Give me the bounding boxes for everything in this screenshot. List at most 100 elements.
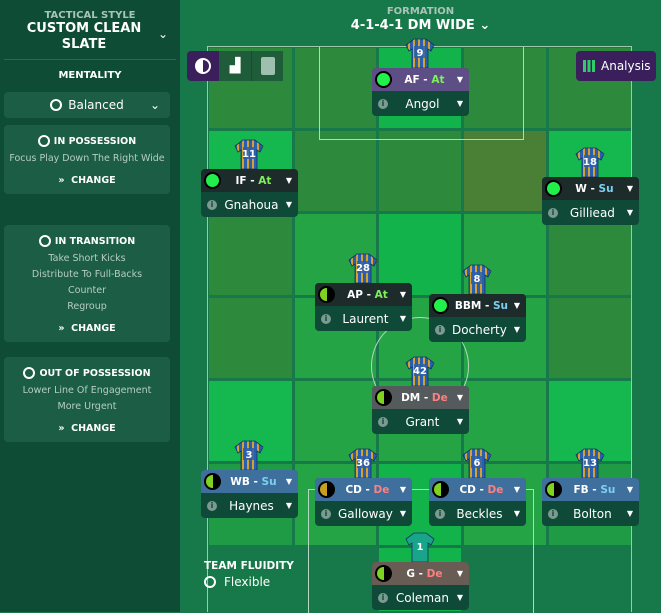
condition-indicator [375, 389, 392, 406]
pitch-zone [295, 381, 376, 461]
caret-down-icon: ▼ [456, 393, 463, 402]
role-duty: CD - De [345, 483, 390, 496]
change-button[interactable]: » CHANGE [4, 175, 170, 186]
tactical-style-selector[interactable]: CUSTOM CLEAN SLATE ⌄ [0, 21, 180, 53]
caret-down-icon: ▼ [285, 200, 292, 209]
info-icon[interactable]: i [548, 508, 558, 519]
contrast-button[interactable] [187, 51, 219, 81]
pitch-zone [295, 48, 376, 128]
player-shirt[interactable]: 13 [575, 448, 605, 479]
role: W [575, 182, 587, 195]
player-selector[interactable]: i Galloway ▼ [315, 501, 412, 526]
chevron-down-icon: ⌄ [479, 18, 491, 33]
player-shirt[interactable]: 11 [234, 139, 264, 170]
bar-chart-icon: ▟ [229, 58, 241, 74]
info-icon[interactable]: i [435, 508, 445, 519]
role-selector[interactable]: W - Su ▼ [542, 177, 639, 200]
role-selector[interactable]: BBM - Su ▼ [429, 294, 526, 317]
instruction-text: Take Short Kicks [48, 253, 126, 264]
info-icon[interactable]: i [378, 592, 388, 603]
player-selector[interactable]: i Bolton ▼ [542, 501, 639, 526]
mentality-value: Balanced [68, 98, 124, 112]
team-fluidity-value: Flexible [224, 575, 271, 589]
player-selector[interactable]: i Gnahoua ▼ [201, 192, 298, 217]
card-title: OUT OF POSSESSION [4, 367, 170, 379]
instruction-text: Lower Line Of Engagement [22, 385, 152, 396]
player-shirt[interactable]: 8 [462, 264, 492, 295]
role: BBM [454, 299, 482, 312]
shirt-number: 11 [242, 149, 256, 160]
role-selector[interactable]: AF - At ▼ [372, 68, 469, 91]
tactics-sidebar: TACTICAL STYLE CUSTOM CLEAN SLATE ⌄ MENT… [0, 0, 180, 612]
shirt-number: 18 [583, 157, 597, 168]
player-shirt[interactable]: 6 [462, 448, 492, 479]
role-selector[interactable]: WB - Su ▼ [201, 470, 298, 493]
duty: Su [598, 182, 614, 195]
player-selector[interactable]: i Grant ▼ [372, 409, 469, 434]
shirt-icon: 11 [234, 139, 264, 170]
card-description: Take Short Kicks Distribute To Full-Backs… [4, 251, 170, 315]
player-shirt[interactable]: 9 [405, 38, 435, 69]
change-label: CHANGE [71, 323, 116, 334]
formation-selector[interactable]: 4-1-4-1 DM WIDE ⌄ [180, 18, 661, 33]
info-icon[interactable]: i [207, 199, 217, 210]
player-selector[interactable]: i Gilliead ▼ [542, 200, 639, 225]
role-selector[interactable]: FB - Su ▼ [542, 478, 639, 501]
role-selector[interactable]: G - De ▼ [372, 562, 469, 585]
caret-down-icon: ▼ [626, 509, 633, 518]
formation-label: FORMATION [386, 6, 455, 17]
player-name: Bolton [573, 506, 612, 521]
role: FB [573, 483, 589, 496]
player-name: Angol [405, 96, 440, 111]
info-icon[interactable]: i [378, 416, 388, 427]
shirt-icon: 8 [462, 264, 492, 295]
info-icon[interactable]: i [435, 324, 445, 335]
info-icon[interactable]: i [207, 500, 217, 511]
change-button[interactable]: » CHANGE [4, 423, 170, 434]
role-selector[interactable]: IF - At ▼ [201, 169, 298, 192]
shirt-number: 13 [583, 458, 597, 469]
caret-down-icon: ▼ [399, 509, 406, 518]
info-icon[interactable]: i [548, 207, 558, 218]
player-shirt[interactable]: 28 [348, 253, 378, 284]
contrast-icon [195, 58, 211, 74]
change-button[interactable]: » CHANGE [4, 323, 170, 334]
shirt-number: 8 [474, 274, 481, 285]
pitch-zone [549, 214, 631, 295]
shirt-number: 3 [246, 450, 253, 461]
player-shirt[interactable]: 42 [405, 356, 435, 387]
formation-header: FORMATION 4-1-4-1 DM WIDE ⌄ [180, 6, 661, 33]
mentality-dropdown[interactable]: Balanced ⌄ [4, 92, 170, 118]
player-selector[interactable]: i Haynes ▼ [201, 493, 298, 518]
pitch-zone [379, 131, 461, 211]
player-shirt[interactable]: 18 [575, 147, 605, 178]
role-selector[interactable]: CD - De ▼ [315, 478, 412, 501]
info-icon[interactable]: i [378, 98, 388, 109]
stats-button[interactable]: ▟ [219, 51, 251, 81]
player-selector[interactable]: i Laurent ▼ [315, 306, 412, 331]
shirt-number: 1 [417, 542, 424, 553]
team-fluidity-label: TEAM FLUIDITY [204, 560, 294, 572]
player-shirt[interactable]: 1 [405, 532, 435, 563]
tactic-card: IN POSSESSION Focus Play Down The Right W… [4, 125, 170, 194]
pitch-zone [549, 548, 631, 611]
shirt-icon: 18 [575, 147, 605, 178]
info-icon[interactable]: i [321, 508, 331, 519]
player-card: AP - At ▼ i Laurent ▼ [315, 283, 412, 331]
instructions-button[interactable] [251, 51, 283, 81]
player-selector[interactable]: i Docherty ▼ [429, 317, 526, 342]
role-selector[interactable]: CD - De ▼ [429, 478, 526, 501]
role-selector[interactable]: DM - De ▼ [372, 386, 469, 409]
info-icon[interactable]: i [321, 313, 331, 324]
player-selector[interactable]: i Coleman ▼ [372, 585, 469, 610]
player-selector[interactable]: i Beckles ▼ [429, 501, 526, 526]
pitch-zone [549, 298, 631, 378]
player-shirt[interactable]: 36 [348, 448, 378, 479]
role-selector[interactable]: AP - At ▼ [315, 283, 412, 306]
duty: At [374, 288, 388, 301]
player-shirt[interactable]: 3 [234, 440, 264, 471]
grid-icon [583, 60, 595, 72]
analysis-button[interactable]: Analysis [576, 51, 656, 81]
player-selector[interactable]: i Angol ▼ [372, 91, 469, 116]
card-title-text: IN TRANSITION [54, 235, 136, 247]
